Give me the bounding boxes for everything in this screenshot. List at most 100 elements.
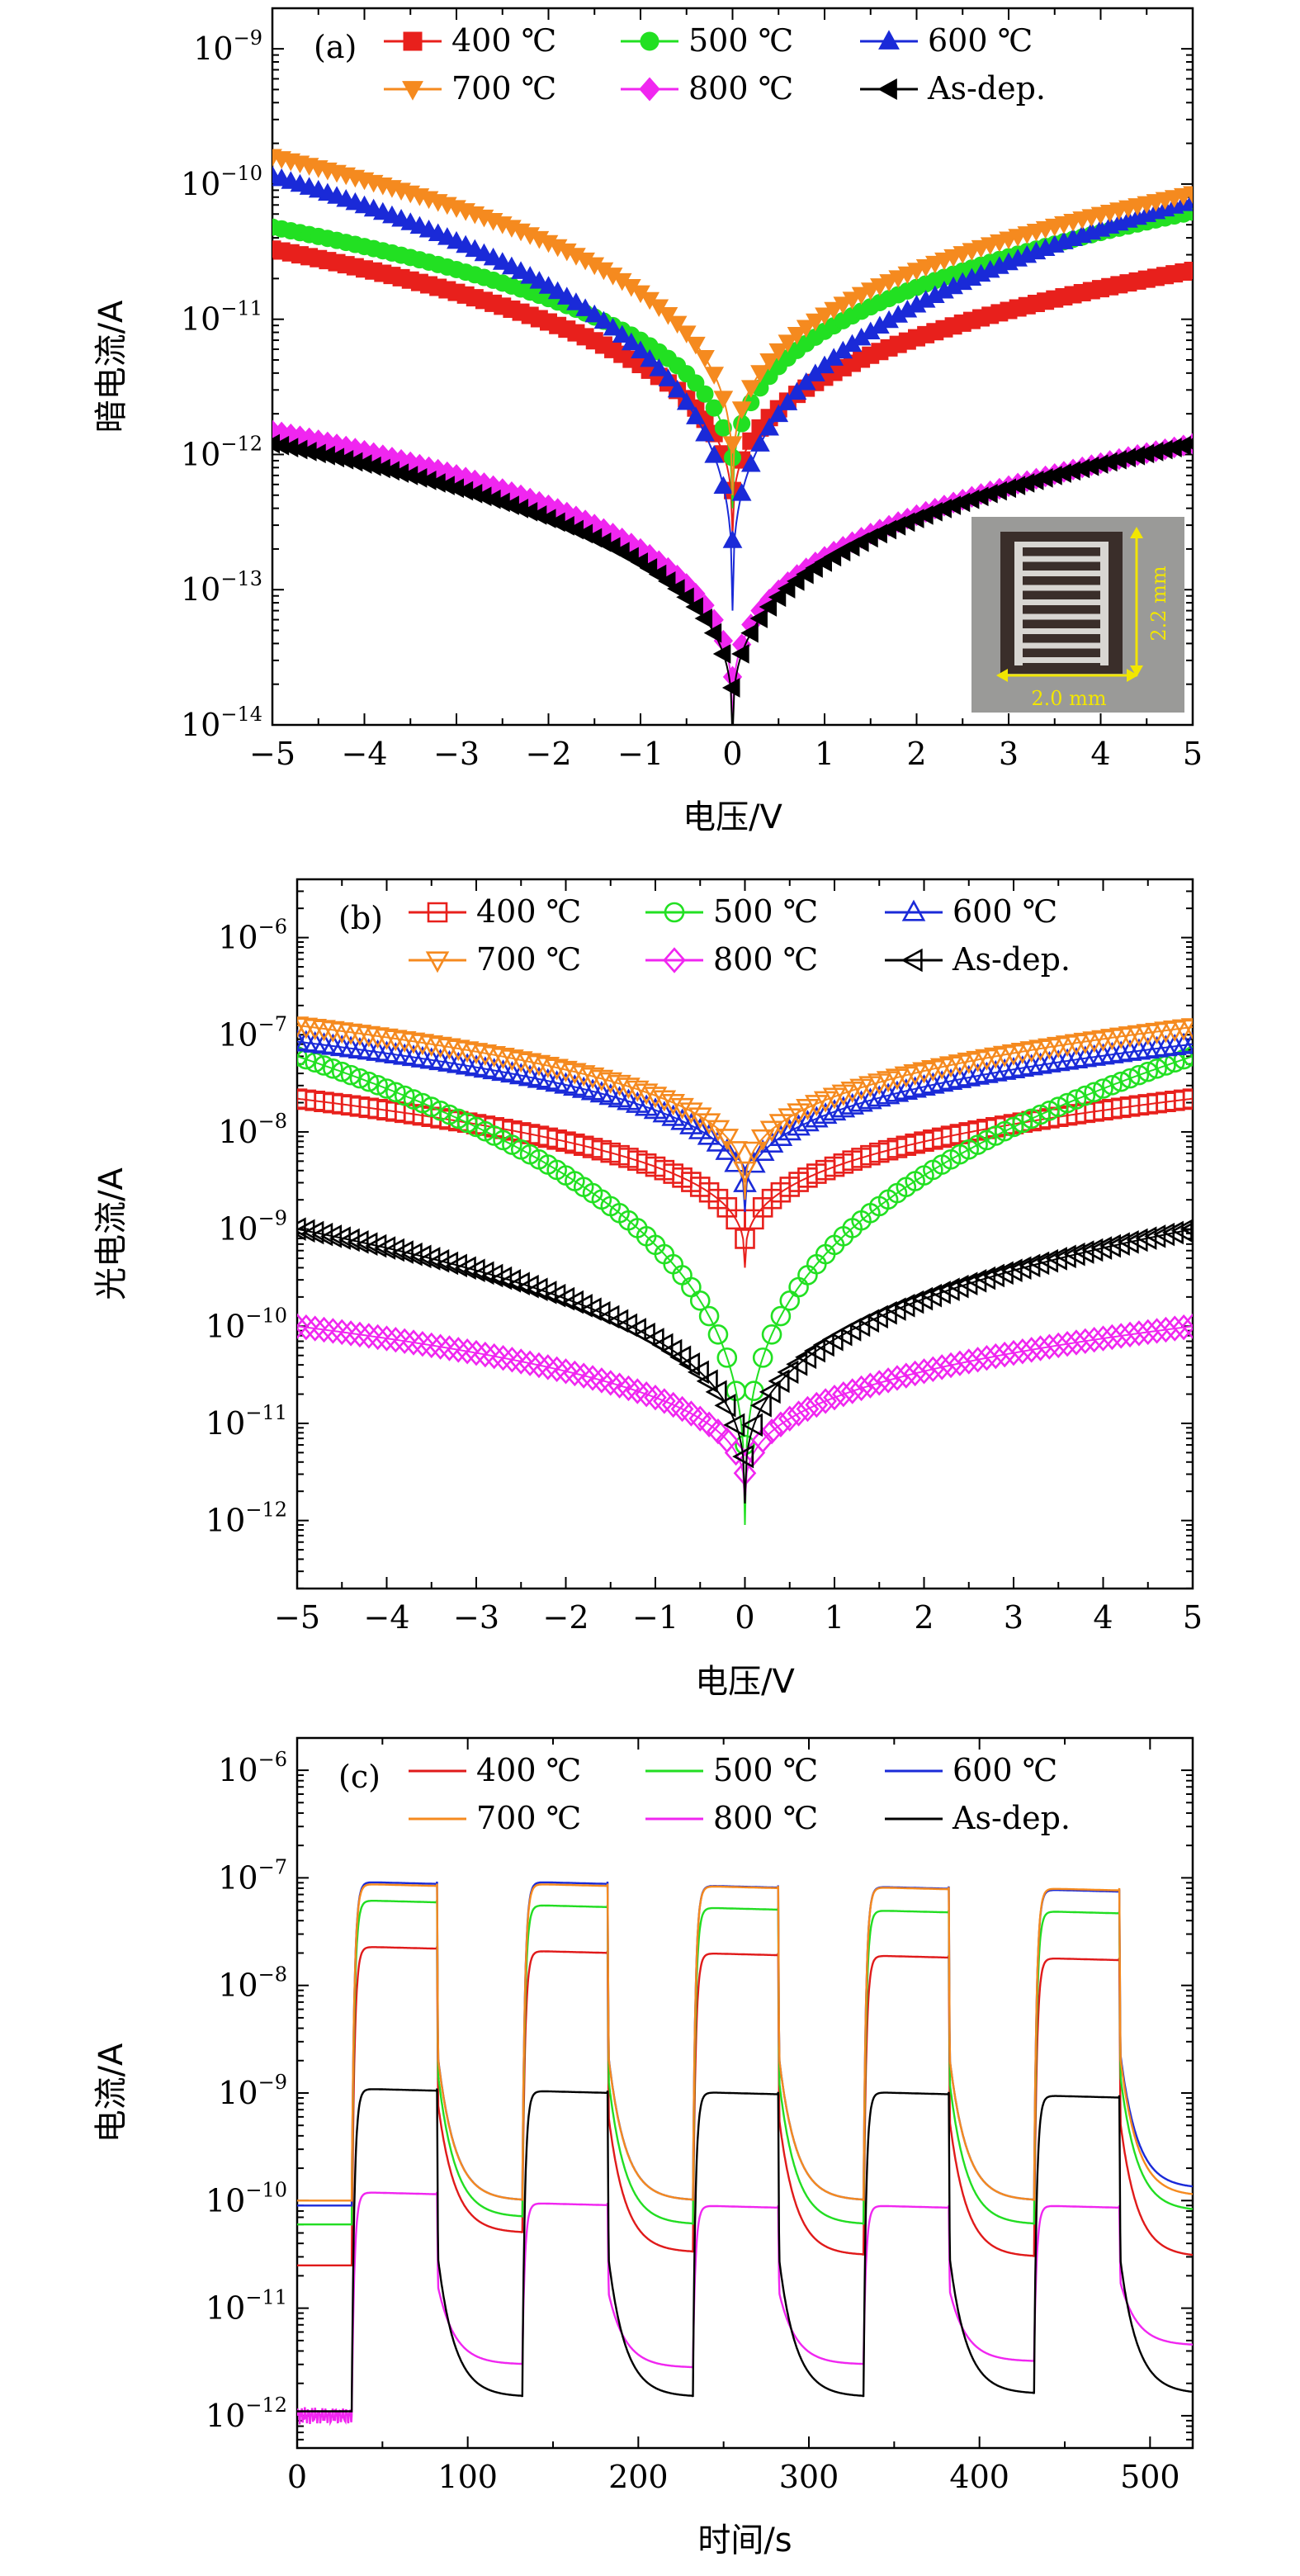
data-point xyxy=(330,1319,354,1346)
y-tick-label: 10−11 xyxy=(206,2286,287,2327)
y-tick-label: 10−12 xyxy=(206,2394,287,2434)
data-point xyxy=(770,1305,792,1327)
data-point xyxy=(984,1342,1008,1370)
data-point xyxy=(911,1286,934,1311)
x-tick-label: 2 xyxy=(914,1599,934,1636)
data-point xyxy=(491,1344,515,1371)
panel-c: 0 100 200 300 400 500 10−12 10−11 10−10 10−9 10−8 1… xyxy=(92,1736,1194,2559)
data-point xyxy=(312,1316,336,1343)
data-point xyxy=(447,1039,470,1062)
data-point xyxy=(401,1032,426,1054)
data-point xyxy=(1001,1056,1026,1078)
data-point xyxy=(815,1159,836,1181)
data-point xyxy=(1073,1045,1098,1068)
data-point xyxy=(1108,1232,1130,1256)
data-point xyxy=(694,608,713,628)
legend-entry: 700 ℃ xyxy=(409,1800,581,1836)
data-point xyxy=(634,1083,659,1106)
data-point xyxy=(903,1076,927,1098)
data-point xyxy=(759,1380,781,1404)
data-point xyxy=(768,1369,790,1394)
data-point xyxy=(410,1034,435,1056)
data-point xyxy=(1000,1258,1023,1283)
data-point xyxy=(1046,1049,1071,1072)
data-point xyxy=(329,1226,351,1250)
data-point xyxy=(529,271,550,289)
data-point xyxy=(554,1358,578,1385)
data-point xyxy=(714,419,732,437)
data-point xyxy=(1137,1094,1159,1115)
data-point xyxy=(742,1141,766,1163)
series-line xyxy=(297,1097,1193,1268)
data-point xyxy=(824,301,844,320)
data-point xyxy=(724,1141,748,1163)
data-point xyxy=(761,1324,782,1345)
data-point xyxy=(1127,1038,1151,1060)
data-point xyxy=(1171,1032,1193,1054)
data-point xyxy=(412,1092,433,1114)
series-As-dep. xyxy=(297,1217,1193,1503)
data-point xyxy=(603,317,623,336)
data-point xyxy=(393,1328,417,1355)
legend-marker xyxy=(639,77,660,102)
data-point xyxy=(562,1290,584,1314)
inset-height-label: 2.2 mm xyxy=(1147,566,1170,642)
data-point xyxy=(1082,1044,1106,1066)
data-point xyxy=(905,1133,925,1154)
x-tick-label: 100 xyxy=(437,2459,498,2495)
data-point xyxy=(545,1356,569,1383)
data-point xyxy=(391,1240,414,1264)
x-tick-label: −3 xyxy=(433,736,480,772)
data-point xyxy=(1102,1075,1123,1096)
y-tick-label: 10−12 xyxy=(206,1499,287,1539)
data-point xyxy=(657,571,676,591)
data-point xyxy=(456,1112,478,1134)
x-axis-title: 电压/V xyxy=(695,1663,795,1701)
x-axis-title: 时间/s xyxy=(697,2522,792,2559)
data-point xyxy=(347,1229,369,1254)
x-tick-label: −1 xyxy=(632,1599,678,1636)
data-point xyxy=(1170,1219,1193,1243)
data-point xyxy=(744,1209,764,1230)
data-point xyxy=(1047,1096,1069,1117)
data-point xyxy=(669,1345,692,1370)
data-point xyxy=(1165,1091,1185,1111)
x-tick-label: 1 xyxy=(825,1599,844,1636)
data-point xyxy=(1030,1104,1051,1125)
data-point xyxy=(1180,1018,1193,1040)
data-point xyxy=(833,296,853,315)
data-point xyxy=(732,1444,754,1469)
y-tick-label: 10−8 xyxy=(218,1963,287,2004)
data-point xyxy=(455,1041,480,1063)
data-point xyxy=(1011,1338,1034,1365)
data-point xyxy=(518,1350,541,1376)
data-point xyxy=(741,1413,763,1437)
data-point xyxy=(733,1161,757,1183)
legend-entry: 800 ℃ xyxy=(645,941,818,978)
panel-b: −5 −4 −3 −2 −1 0 1 2 3 4 5 10−12 10−11 10−10 10−9 10−8 1… xyxy=(92,878,1203,1701)
legend-label: As-dep. xyxy=(927,70,1046,107)
data-point xyxy=(833,1153,854,1174)
y-tick-label: 10−12 xyxy=(181,432,262,472)
data-point xyxy=(1073,1328,1097,1355)
panel-label: (c) xyxy=(338,1759,381,1795)
data-point xyxy=(805,1106,829,1128)
panel-label: (a) xyxy=(314,29,357,65)
data-point xyxy=(1009,1256,1032,1281)
legend-entry: 700 ℃ xyxy=(409,941,581,978)
data-point xyxy=(840,1092,864,1115)
data-point xyxy=(400,1242,423,1267)
data-point xyxy=(707,1324,729,1345)
data-point xyxy=(445,1253,467,1278)
data-point xyxy=(1019,1337,1043,1363)
legend-label: 800 ℃ xyxy=(713,941,818,978)
data-point xyxy=(374,1236,396,1260)
series-line-400 ℃ xyxy=(297,1946,1193,2267)
x-tick-label: −2 xyxy=(525,736,571,772)
data-point xyxy=(419,1035,444,1058)
data-point xyxy=(1003,1116,1024,1138)
y-tick-label: 10−7 xyxy=(218,1855,287,1896)
legend-label: As-dep. xyxy=(952,941,1071,978)
data-point xyxy=(685,597,703,617)
electrode-finger xyxy=(1023,642,1100,649)
